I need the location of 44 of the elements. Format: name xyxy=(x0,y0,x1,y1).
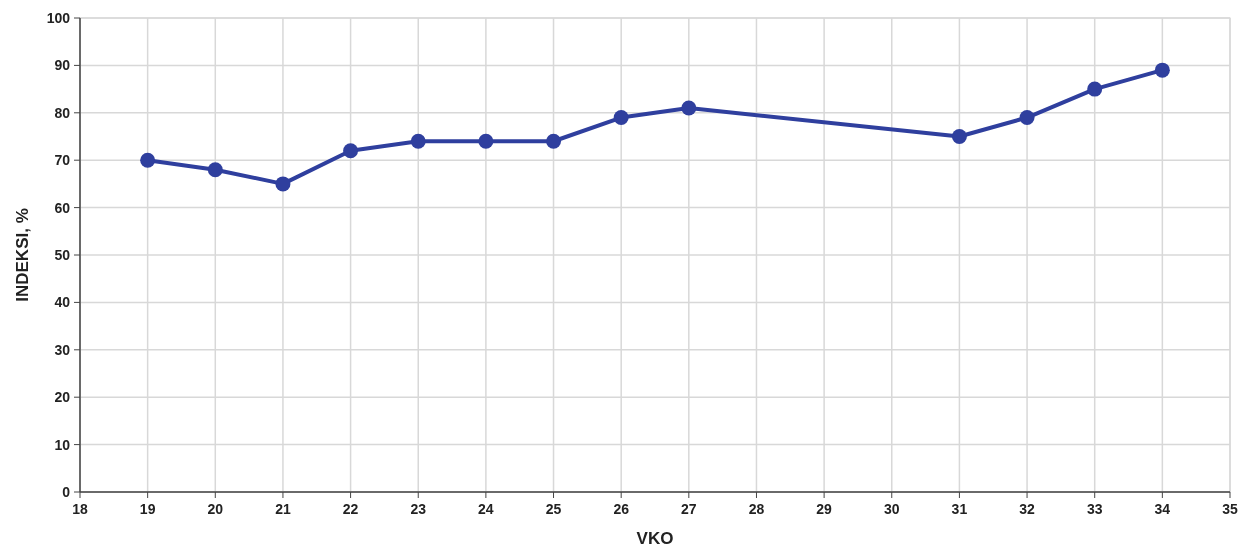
point xyxy=(546,133,562,149)
x-tick-label: 28 xyxy=(748,501,765,517)
x-tick-label: 23 xyxy=(410,501,427,517)
x-tick-label: 24 xyxy=(478,501,494,517)
x-tick-label: 22 xyxy=(342,501,359,517)
point xyxy=(1019,110,1035,126)
point xyxy=(207,162,223,178)
y-tick-label: 10 xyxy=(54,436,71,453)
x-tick-label: 29 xyxy=(816,501,833,517)
point xyxy=(1154,62,1170,78)
y-tick-label: 80 xyxy=(54,104,71,121)
y-tick-label: 100 xyxy=(46,10,71,26)
y-tick-label: 30 xyxy=(54,341,71,358)
x-tick-label: 34 xyxy=(1154,501,1171,517)
point xyxy=(613,110,629,126)
x-tick-label: 30 xyxy=(883,501,900,517)
x-tick-label: 19 xyxy=(139,501,156,517)
point xyxy=(951,129,967,144)
y-tick-label: 50 xyxy=(54,247,71,263)
x-tick-label: 31 xyxy=(951,501,968,517)
x-tick-label: 21 xyxy=(275,501,291,517)
x-tick-label: 26 xyxy=(613,501,630,517)
x-tick-label: 20 xyxy=(207,501,224,517)
y-tick-label: 0 xyxy=(62,484,71,500)
x-tick-label: 27 xyxy=(681,501,697,517)
point xyxy=(478,133,494,149)
y-axis-title: INDEKSI, % xyxy=(13,208,32,302)
point xyxy=(410,133,426,149)
x-tick-label: 35 xyxy=(1222,501,1238,517)
point xyxy=(343,143,359,159)
x-tick-label: 33 xyxy=(1086,501,1103,517)
y-tick-label: 70 xyxy=(54,152,71,169)
point xyxy=(275,176,291,192)
y-tick-label: 90 xyxy=(54,57,71,74)
x-axis-title: VKO xyxy=(636,529,674,548)
point xyxy=(1087,81,1103,97)
y-tick-label: 60 xyxy=(54,199,71,216)
point xyxy=(140,152,156,168)
x-tick-label: 32 xyxy=(1019,501,1036,517)
x-tick-label: 18 xyxy=(72,501,88,517)
y-tick-label: 40 xyxy=(54,294,71,311)
x-tick-label: 25 xyxy=(545,501,562,517)
y-tick-label: 20 xyxy=(54,389,71,406)
point xyxy=(681,100,697,116)
